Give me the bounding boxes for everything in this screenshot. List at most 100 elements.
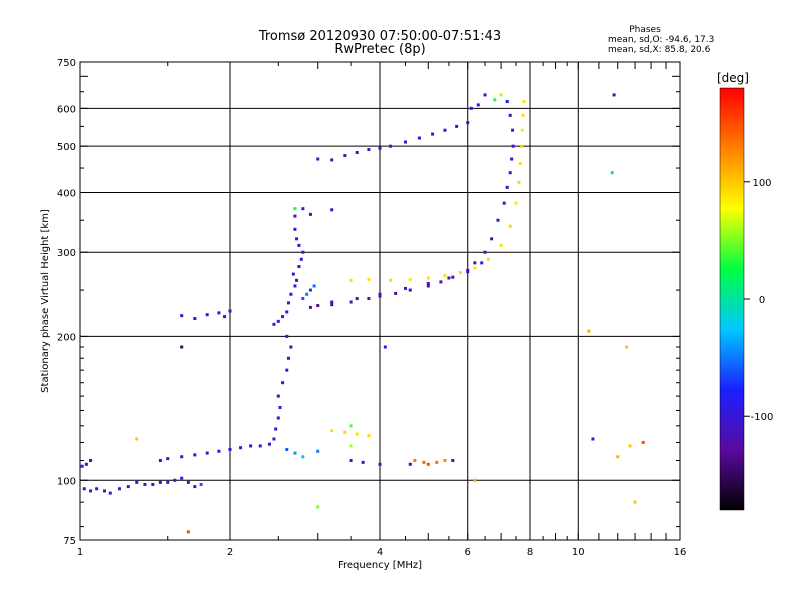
data-point bbox=[439, 280, 443, 284]
data-point bbox=[330, 158, 334, 162]
data-point bbox=[403, 140, 407, 144]
data-point bbox=[426, 276, 430, 280]
data-point bbox=[158, 458, 162, 462]
data-point bbox=[587, 329, 591, 333]
data-point bbox=[330, 303, 334, 307]
data-point bbox=[518, 161, 522, 165]
data-point bbox=[499, 243, 503, 247]
data-point bbox=[316, 157, 320, 161]
data-point bbox=[455, 124, 459, 128]
data-point bbox=[286, 301, 290, 305]
data-point bbox=[258, 444, 262, 448]
data-point bbox=[301, 250, 305, 254]
data-point bbox=[285, 310, 289, 314]
data-point bbox=[466, 121, 470, 125]
data-point bbox=[82, 487, 86, 491]
data-point bbox=[466, 268, 470, 272]
stats-heading: Phases bbox=[629, 25, 661, 35]
axis-ticks bbox=[79, 61, 681, 540]
data-point bbox=[308, 212, 312, 216]
data-point bbox=[301, 297, 305, 301]
data-point bbox=[276, 319, 280, 323]
data-point bbox=[84, 462, 88, 466]
data-point bbox=[520, 144, 524, 148]
data-point bbox=[330, 300, 334, 304]
data-point bbox=[473, 478, 477, 482]
x-tick-labels: 1 2 4 6 8 10 16 bbox=[77, 547, 687, 558]
data-point bbox=[355, 150, 359, 154]
data-point bbox=[505, 185, 509, 189]
data-point bbox=[511, 128, 515, 132]
data-point bbox=[158, 480, 162, 484]
y-tick-label: 600 bbox=[57, 104, 76, 115]
data-point bbox=[95, 487, 99, 491]
data-point bbox=[510, 157, 514, 161]
data-point bbox=[435, 460, 439, 464]
data-point bbox=[367, 297, 371, 301]
data-point bbox=[483, 93, 487, 97]
data-point bbox=[186, 530, 190, 534]
data-point bbox=[610, 171, 614, 175]
colorbar-tick-label: 100 bbox=[752, 178, 771, 189]
data-point bbox=[426, 282, 430, 286]
data-point bbox=[205, 451, 209, 455]
data-point bbox=[276, 416, 280, 420]
data-point bbox=[616, 455, 620, 459]
y-tick-labels: 75 100 200 300 400 500 600 750 bbox=[57, 58, 76, 547]
data-point bbox=[496, 218, 500, 222]
x-tick-label: 1 bbox=[77, 547, 83, 558]
data-point bbox=[476, 103, 480, 107]
x-tick-label: 4 bbox=[377, 547, 383, 558]
data-point bbox=[117, 487, 121, 491]
data-point bbox=[199, 482, 203, 486]
stats-o-mode: mean, sd,O: -94.6, 17.3 bbox=[608, 35, 714, 45]
y-tick-label: 200 bbox=[57, 332, 76, 343]
data-point bbox=[520, 128, 524, 132]
data-point bbox=[289, 345, 293, 349]
data-point bbox=[151, 482, 155, 486]
data-point bbox=[103, 489, 107, 493]
grid-lines bbox=[80, 62, 680, 540]
data-point bbox=[355, 432, 359, 436]
data-point bbox=[217, 449, 221, 453]
data-point bbox=[305, 292, 309, 296]
data-point bbox=[299, 257, 303, 261]
data-point bbox=[508, 113, 512, 117]
data-point bbox=[274, 427, 278, 431]
data-point bbox=[349, 424, 353, 428]
colorbar bbox=[719, 87, 745, 511]
data-point bbox=[186, 480, 190, 484]
colorbar-unit-label: [deg] bbox=[717, 71, 749, 85]
y-tick-label: 100 bbox=[57, 476, 76, 487]
data-point bbox=[408, 278, 412, 282]
data-point bbox=[286, 356, 290, 360]
data-point bbox=[355, 297, 359, 301]
y-tick-label: 500 bbox=[57, 142, 76, 153]
data-point bbox=[193, 485, 197, 489]
data-point bbox=[443, 458, 447, 462]
data-point bbox=[499, 93, 503, 97]
data-point bbox=[267, 442, 271, 446]
data-point bbox=[521, 113, 525, 117]
data-point bbox=[349, 278, 353, 282]
data-point bbox=[473, 266, 477, 270]
data-point bbox=[378, 292, 382, 296]
data-point bbox=[330, 208, 334, 212]
data-point bbox=[293, 284, 297, 288]
data-point bbox=[239, 446, 243, 450]
chart-title: Tromsø 20120930 07:50:00-07:51:43 bbox=[258, 29, 501, 44]
data-point bbox=[625, 345, 629, 349]
data-point bbox=[417, 136, 421, 140]
data-point bbox=[349, 444, 353, 448]
data-points bbox=[80, 93, 645, 534]
data-point bbox=[403, 286, 407, 290]
data-point bbox=[295, 237, 299, 241]
data-point bbox=[295, 278, 299, 282]
data-point bbox=[173, 478, 177, 482]
data-point bbox=[228, 309, 232, 313]
y-tick-label: 300 bbox=[57, 248, 76, 259]
data-point bbox=[205, 313, 209, 317]
data-point bbox=[285, 447, 289, 451]
